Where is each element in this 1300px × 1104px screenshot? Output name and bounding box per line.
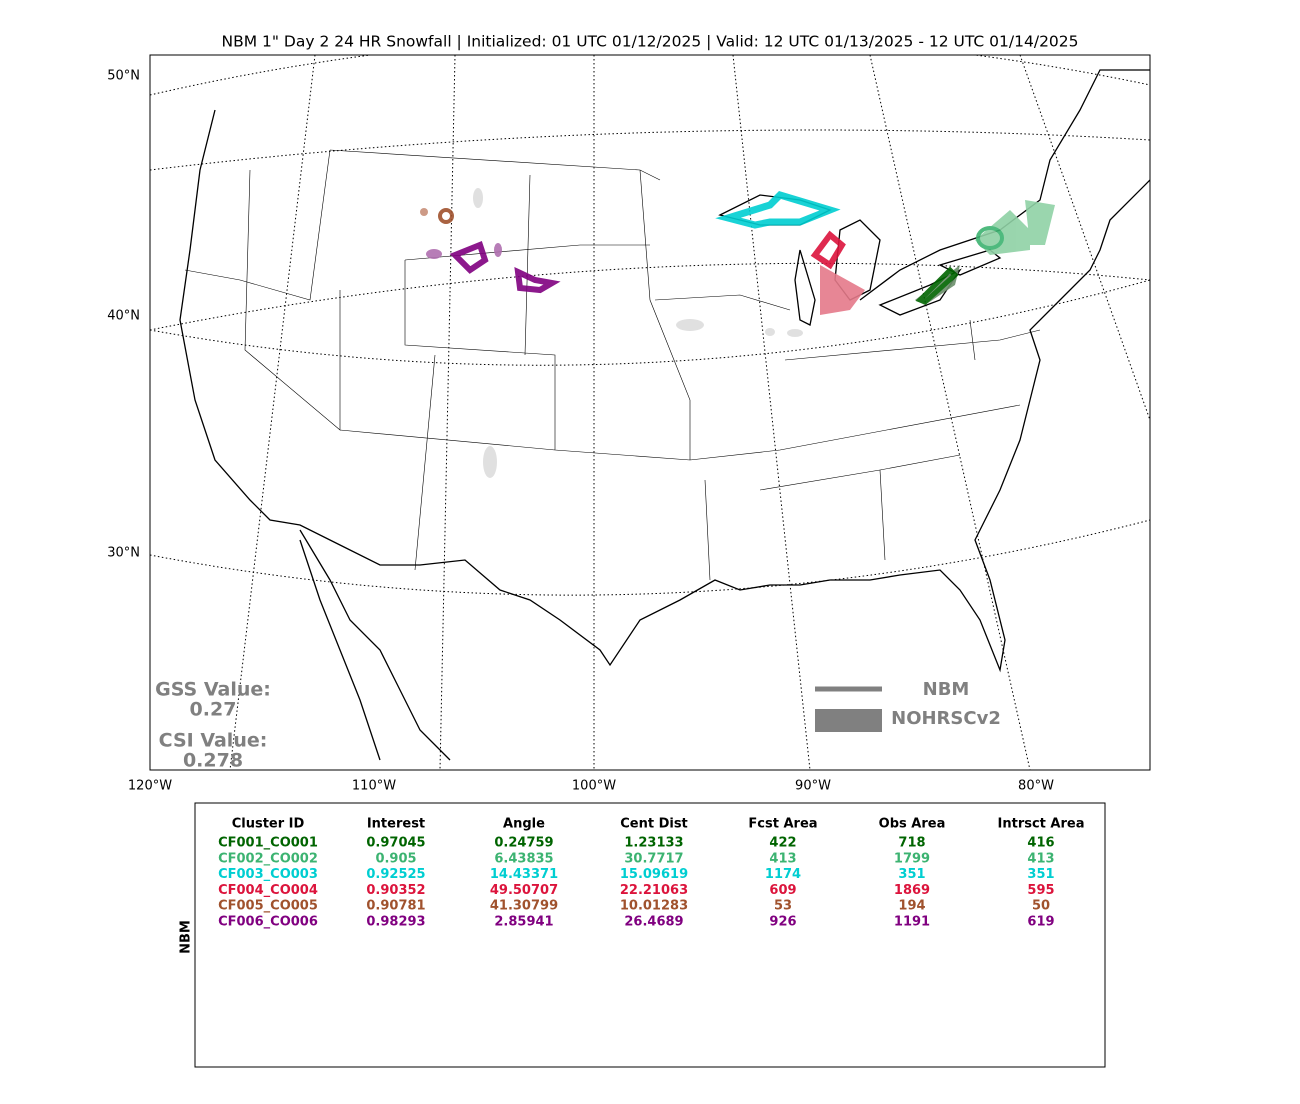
lon-label: 120°W [128,779,172,794]
table-cell: 351 [1027,867,1054,882]
legend-patch [815,709,882,732]
table-cell: 53 [774,899,792,914]
gss-label: GSS Value: [155,679,271,701]
table-cell: 1799 [894,851,930,866]
table-cell: 30.7717 [624,851,683,866]
column-header: Cluster ID [232,817,305,832]
coastline [299,529,451,761]
table-cell: CF002_CO002 [218,851,318,866]
table-cell: 0.92525 [366,867,425,882]
legend-label: NBM [923,679,970,700]
table-cell: 416 [1027,836,1054,851]
graticule [150,55,1150,96]
table-cell: 26.4689 [624,915,683,930]
gss-value: 0.27 [190,699,237,721]
table-cell: 1869 [894,883,930,898]
objects [420,188,1055,478]
table-cell: 0.90352 [366,883,425,898]
column-header: Intrsct Area [998,817,1085,832]
table-cell: 1.23133 [624,836,683,851]
table-cell: 6.43835 [494,851,553,866]
table-cell: 609 [769,883,796,898]
table-cell: CF006_CO006 [218,915,318,930]
table-cell: 2.85941 [494,915,553,930]
scores: GSS Value: 0.27 CSI Value: 0.278 [155,679,271,772]
table-frame [194,802,1106,1068]
table-cell: 0.97045 [366,836,425,851]
table-cell: 413 [1027,851,1054,866]
table-cell: 0.24759 [494,836,553,851]
table-cell: 41.30799 [490,899,558,914]
column-header: Cent Dist [620,817,688,832]
table-cell: 15.09619 [620,867,688,882]
table-body: Cluster ID Interest Angle Cent Dist Fcst Are… [218,817,1084,930]
table-cell: 1174 [765,867,801,882]
column-header: Interest [367,817,425,832]
side-label: NBM [179,920,194,954]
lon-label: 100°W [572,779,616,794]
column-header: Angle [503,817,545,832]
lat-label: 50°N [107,69,140,84]
table-cell: 926 [769,915,796,930]
table-cell: CF001_CO001 [218,836,318,851]
table-cell: 50 [1032,899,1050,914]
lat-label: 40°N [107,309,140,324]
table-cell: 1191 [894,915,930,930]
lat-label: 30°N [107,546,140,561]
column-header: Obs Area [879,817,946,832]
column-header: Fcst Area [748,817,817,832]
table-cell: 14.43371 [490,867,558,882]
graticule [150,262,1150,331]
map-frame [149,54,1151,771]
table-cell: 0.90781 [366,899,425,914]
lon-labels: 120°W 110°W 100°W 90°W 80°W [128,779,1054,794]
table-cell: 0.98293 [366,915,425,930]
lon-label: 90°W [795,779,831,794]
legend-label: NOHRSCv2 [891,708,1001,729]
table-cell: 22.21063 [620,883,688,898]
table-cell: 0.905 [375,851,416,866]
table-cell: 194 [898,899,925,914]
table-cell: CF003_CO003 [218,867,318,882]
state-borders [184,149,1041,581]
table-cell: 351 [898,867,925,882]
graticule [1019,55,1150,421]
map: 50°N 40°N 30°N 120°W 110°W 100°W 90°W 80°W GSS… [107,54,1151,794]
table-cell: 10.01283 [620,899,688,914]
title: NBM 1" Day 2 24 HR Snowfall | Initialize… [221,33,1078,51]
csi-label: CSI Value: [159,730,268,752]
table-cell: 49.50707 [490,883,558,898]
legend: NBM NOHRSCv2 [815,679,1001,732]
coastline [179,69,1150,673]
table-cell: 595 [1027,883,1054,898]
table-cell: CF004_CO004 [218,883,318,898]
csi-value: 0.278 [183,750,243,772]
table-cell: 413 [769,851,796,866]
table-cell: 422 [769,836,796,851]
lon-label: 110°W [352,779,396,794]
table-cell: 718 [898,836,925,851]
graticule [229,55,316,770]
table: NBM Cluster ID Interest Angle Cent Dist Fcst… [179,802,1106,1068]
table-cell: CF005_CO005 [218,899,318,914]
lon-label: 80°W [1018,779,1054,794]
lat-labels: 50°N 40°N 30°N [107,69,140,561]
table-cell: 619 [1027,915,1054,930]
